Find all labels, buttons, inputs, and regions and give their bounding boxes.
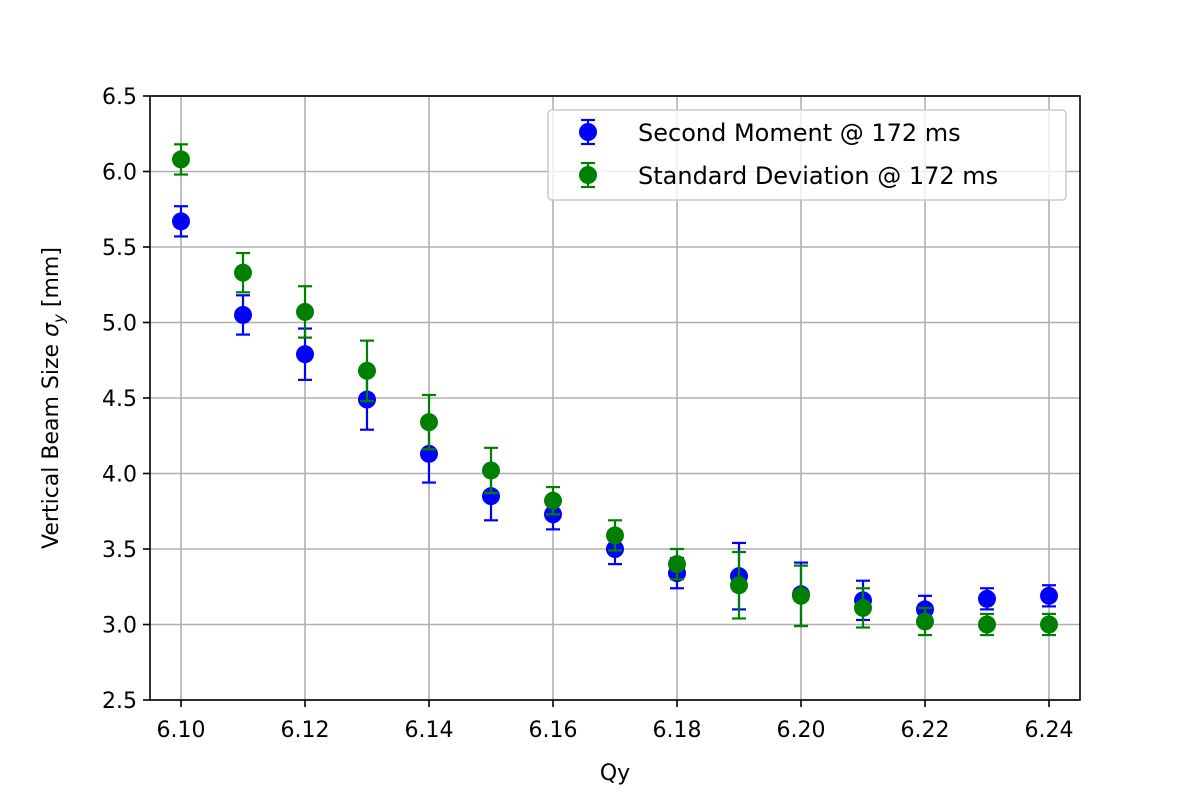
data-point (916, 612, 934, 631)
legend-box (547, 109, 1067, 201)
data-point (854, 598, 872, 617)
y-tick-label: 5.5 (102, 236, 137, 261)
data-point (606, 526, 624, 545)
legend-marker-standard-deviation (579, 166, 597, 184)
y-tick-label: 4.5 (102, 387, 137, 412)
legend: Second Moment @ 172 ms Standard Deviatio… (547, 109, 1067, 201)
data-point (544, 491, 562, 510)
series-standard-deviation (172, 143, 1058, 637)
y-tick-label: 2.5 (102, 689, 137, 714)
data-point (792, 586, 810, 605)
y-axis-label: Vertical Beam Size σy [mm] (39, 247, 68, 549)
y-axis-label-symbol: σ (39, 322, 64, 337)
x-tick-label: 6.22 (901, 718, 950, 743)
y-tick-label: 6.0 (102, 161, 137, 186)
data-point (234, 263, 252, 282)
data-point (172, 212, 190, 231)
data-point (234, 305, 252, 324)
y-axis-label-suffix: [mm] (39, 247, 64, 314)
x-tick-label: 6.10 (157, 718, 206, 743)
y-axis-label-subscript: y (50, 313, 68, 324)
data-point (172, 150, 190, 169)
x-tick-label: 6.18 (653, 718, 702, 743)
ticks: 6.10 6.12 6.14 6.16 6.18 6.20 6.22 6.24 2.5 3.0 3.… (102, 85, 1073, 743)
data-point (296, 302, 314, 321)
data-point (296, 345, 314, 364)
y-tick-label: 3.0 (102, 614, 137, 639)
legend-marker-second-moment (579, 123, 597, 141)
y-axis-label-prefix: Vertical Beam Size (39, 337, 64, 549)
data-point (482, 461, 500, 480)
data-point (668, 555, 686, 574)
data-point (730, 576, 748, 595)
x-tick-label: 6.14 (405, 718, 454, 743)
x-tick-label: 6.12 (281, 718, 330, 743)
x-tick-label: 6.24 (1025, 718, 1074, 743)
data-point (420, 413, 438, 432)
data-point (1040, 586, 1058, 605)
data-point (978, 589, 996, 608)
y-tick-label: 4.0 (102, 463, 137, 488)
data-point (482, 487, 500, 506)
y-tick-label: 5.0 (102, 312, 137, 337)
legend-entry-second-moment: Second Moment @ 172 ms (579, 118, 961, 147)
y-tick-label: 3.5 (102, 538, 137, 563)
legend-label-standard-deviation: Standard Deviation @ 172 ms (638, 162, 998, 190)
data-point (978, 615, 996, 634)
data-point (358, 361, 376, 380)
legend-entry-standard-deviation: Standard Deviation @ 172 ms (579, 161, 998, 190)
x-tick-label: 6.20 (777, 718, 826, 743)
y-tick-label: 6.5 (102, 85, 137, 110)
data-point (1040, 615, 1058, 634)
data-marks (172, 143, 1058, 637)
legend-label-second-moment: Second Moment @ 172 ms (638, 119, 961, 147)
x-axis-label: Qy (600, 761, 630, 786)
x-tick-label: 6.16 (529, 718, 578, 743)
